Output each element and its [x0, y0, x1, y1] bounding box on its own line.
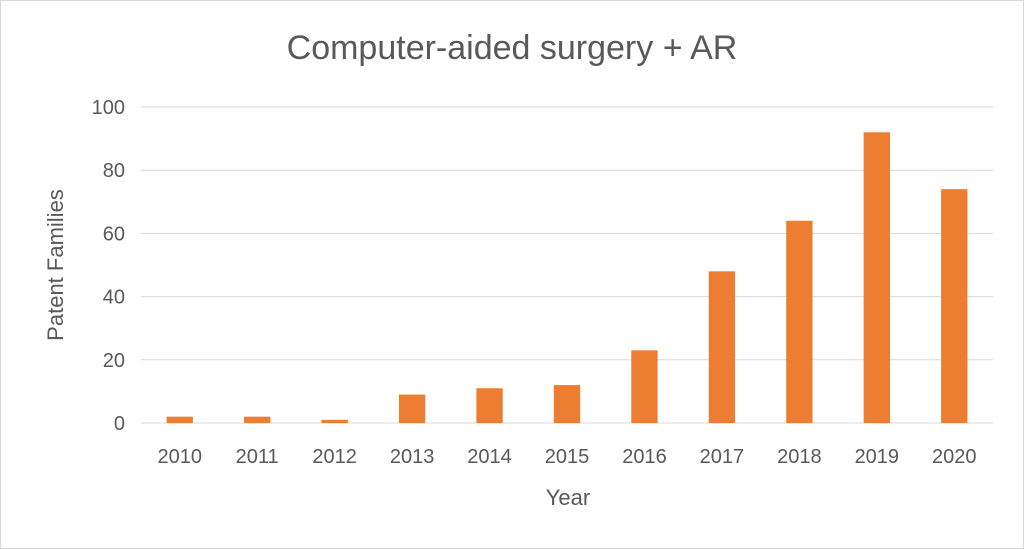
x-tick-label: 2019	[855, 446, 900, 468]
gridlines	[141, 106, 993, 424]
bar-2015	[553, 385, 581, 423]
bar-2012	[321, 419, 348, 423]
x-axis-title: Year	[546, 485, 590, 510]
x-tick-labels: 2010 2011 2012 2013 2014 2015 2016 2017 2018 2019…	[157, 446, 976, 468]
x-tick-label: 2018	[777, 446, 822, 468]
bar-2017	[708, 271, 736, 423]
y-tick-label: 80	[103, 160, 125, 182]
bar-2013	[398, 394, 426, 423]
x-tick-label: 2014	[467, 446, 512, 468]
x-tick-label: 2017	[700, 446, 745, 468]
chart-title: Computer-aided surgery + AR	[287, 29, 738, 67]
bar-2010	[166, 416, 193, 423]
bar-2019	[863, 132, 890, 423]
x-tick-label: 2020	[932, 446, 977, 468]
x-tick-label: 2010	[157, 446, 202, 468]
x-tick-label: 2013	[390, 446, 435, 468]
bar-2014	[476, 388, 503, 423]
x-tick-label: 2015	[545, 446, 590, 468]
x-tick-label: 2016	[622, 446, 667, 468]
y-tick-label: 20	[103, 350, 125, 372]
bar-2016	[631, 350, 658, 423]
y-tick-label: 40	[103, 287, 125, 309]
y-tick-label: 0	[114, 413, 125, 435]
bar-2018	[786, 220, 813, 423]
bars	[166, 132, 968, 423]
y-tick-labels: 0 20 40 60 80 100	[92, 97, 125, 435]
x-tick-label: 2011	[236, 446, 279, 468]
y-tick-label: 100	[92, 97, 125, 119]
y-axis-title: Patent Families	[43, 189, 68, 341]
bar-2011	[244, 416, 271, 423]
x-tick-label: 2012	[312, 446, 357, 468]
bar-2020	[941, 189, 968, 423]
y-tick-label: 60	[103, 223, 125, 245]
